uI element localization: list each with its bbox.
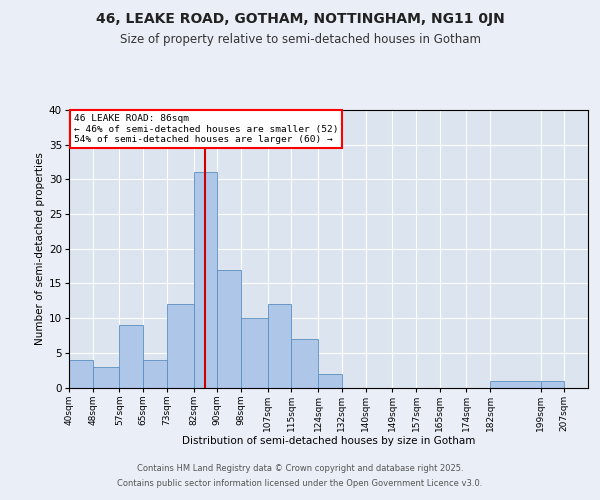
Bar <box>119 325 143 388</box>
Text: 46 LEAKE ROAD: 86sqm
← 46% of semi-detached houses are smaller (52)
54% of semi-: 46 LEAKE ROAD: 86sqm ← 46% of semi-detac… <box>74 114 338 144</box>
Bar <box>541 380 564 388</box>
Bar <box>167 304 194 388</box>
Bar <box>268 304 292 388</box>
Bar <box>241 318 268 388</box>
Y-axis label: Number of semi-detached properties: Number of semi-detached properties <box>35 152 44 345</box>
Bar <box>217 270 241 388</box>
Text: Size of property relative to semi-detached houses in Gotham: Size of property relative to semi-detach… <box>119 32 481 46</box>
Bar <box>318 374 342 388</box>
X-axis label: Distribution of semi-detached houses by size in Gotham: Distribution of semi-detached houses by … <box>182 436 475 446</box>
Bar <box>292 339 318 388</box>
Bar <box>194 172 217 388</box>
Text: Contains public sector information licensed under the Open Government Licence v3: Contains public sector information licen… <box>118 479 482 488</box>
Bar <box>490 380 541 388</box>
Bar <box>143 360 167 388</box>
Text: 46, LEAKE ROAD, GOTHAM, NOTTINGHAM, NG11 0JN: 46, LEAKE ROAD, GOTHAM, NOTTINGHAM, NG11… <box>95 12 505 26</box>
Text: Contains HM Land Registry data © Crown copyright and database right 2025.: Contains HM Land Registry data © Crown c… <box>137 464 463 473</box>
Bar <box>69 360 93 388</box>
Bar <box>93 366 119 388</box>
